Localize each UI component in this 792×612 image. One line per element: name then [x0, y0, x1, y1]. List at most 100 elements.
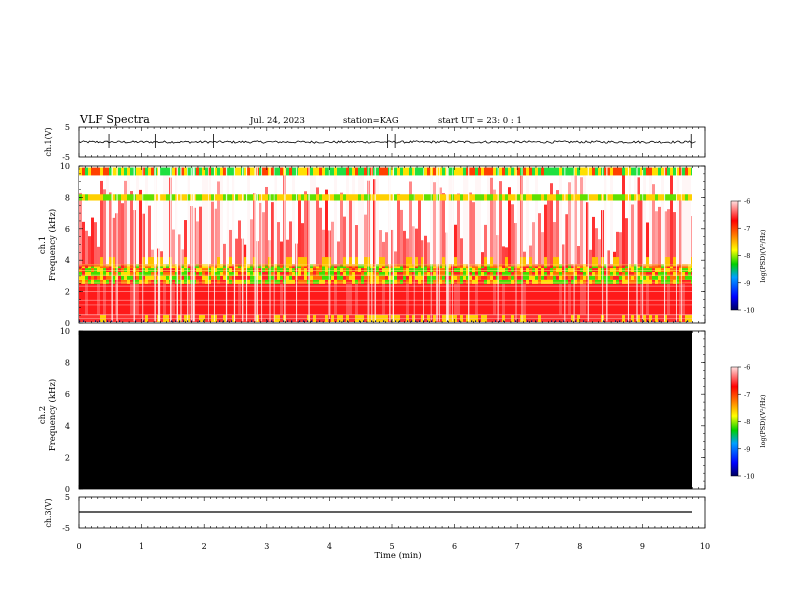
spectrogram-cell	[160, 194, 163, 201]
spectrogram-cell	[691, 257, 692, 267]
spectrogram-cell	[376, 283, 379, 316]
spectrogram-cell	[136, 271, 139, 276]
spectrogram-cell	[202, 268, 205, 272]
spectrogram-cell	[166, 194, 169, 201]
spectrogram-cell	[409, 167, 412, 176]
spectrogram-cell	[286, 275, 289, 280]
spectrogram-cell	[166, 167, 169, 176]
figure-header: VLF Spectra Jul. 24, 2023 station=KAG st…	[79, 113, 522, 126]
spectrogram-cell	[142, 268, 145, 272]
spectrogram-cell	[187, 194, 190, 201]
spectrogram-cell	[361, 264, 364, 269]
spectrogram-cell	[349, 167, 352, 176]
spectrogram-cell	[316, 283, 319, 316]
spectrogram-cell	[172, 167, 175, 176]
spectrogram-cell	[676, 172, 679, 267]
spectrogram-cell	[484, 279, 487, 284]
spectrogram-cell	[109, 268, 112, 272]
spectrogram-cell	[136, 167, 139, 176]
spectrogram-cell	[520, 279, 523, 284]
spectrogram-cell	[175, 283, 178, 316]
spectrogram-cell	[247, 279, 250, 284]
spectrogram-cell	[130, 271, 133, 276]
spectrogram-cell	[100, 194, 103, 201]
spectrogram-cell	[460, 238, 463, 267]
spectrogram-cell	[511, 315, 514, 322]
spectrogram-cell	[517, 279, 520, 284]
spectrogram-cell	[232, 279, 235, 284]
spectrogram-baseline-mark	[79, 320, 81, 322]
spectrogram-cell	[439, 194, 442, 201]
spectrogram-cell	[262, 167, 265, 176]
spectrogram-cell	[619, 232, 622, 267]
spectrogram-cell	[316, 315, 319, 322]
spectrogram-baseline-mark	[251, 320, 253, 322]
spectrogram-cell	[604, 194, 607, 201]
spectrogram-cell	[670, 271, 673, 276]
spectrogram-cell	[91, 217, 94, 267]
spectrogram-cell	[385, 279, 388, 284]
spectrogram-cell	[175, 167, 178, 176]
spectrogram-cell	[82, 279, 85, 284]
spectrogram-cell	[127, 271, 130, 276]
spectrogram-cell	[487, 264, 490, 269]
spectrogram-cell	[613, 279, 616, 284]
spectrogram-cell	[637, 194, 640, 201]
spectrogram-cell	[289, 271, 292, 276]
freq-tick-label: 0	[65, 319, 70, 328]
spectrogram-cell	[541, 275, 544, 280]
spectrogram-cell	[145, 315, 148, 322]
spectrogram-cell	[604, 167, 607, 176]
spectrogram-cell	[97, 275, 100, 280]
spectrogram-cell	[517, 172, 520, 267]
spectrogram-cell	[511, 204, 514, 267]
spectrogram-baseline-mark	[359, 320, 361, 322]
spectrogram-cell	[379, 194, 382, 201]
spectrogram-cell	[406, 194, 409, 201]
spectrogram-cell	[151, 275, 154, 280]
spectrogram-cell	[622, 275, 625, 280]
spectrogram-cell	[382, 257, 385, 267]
spectrogram-cell	[343, 271, 346, 276]
spectrogram-cell	[349, 279, 352, 284]
spectrogram-cell	[583, 279, 586, 284]
spectrogram-cell	[616, 231, 619, 267]
spectrogram-cell	[277, 194, 280, 201]
spectrogram-cell	[628, 172, 631, 267]
spectrogram-cell	[100, 257, 103, 267]
spectrogram-cell	[151, 194, 154, 201]
spectrogram-cell	[571, 194, 574, 201]
spectrogram-cell	[415, 167, 418, 176]
spectrogram-cell	[358, 194, 361, 201]
spectrogram-cell	[682, 167, 685, 176]
spectrogram-cell	[493, 268, 496, 272]
spectrogram-cell	[550, 279, 553, 284]
freq-tick-label: 0	[65, 485, 70, 494]
spectrogram-cell	[607, 279, 610, 284]
spectrogram-cell	[526, 268, 529, 272]
spectrogram-cell	[229, 268, 232, 272]
spectrogram-cell	[211, 315, 214, 322]
spectrogram-cell	[679, 167, 682, 176]
spectrogram-cell	[514, 275, 517, 280]
spectrogram-cell	[277, 271, 280, 276]
spectrogram-cell	[418, 275, 421, 280]
spectrogram-cell	[490, 194, 493, 201]
spectrogram-cell	[151, 268, 154, 272]
spectrogram-cell	[442, 257, 445, 267]
spectrogram-cell	[556, 268, 559, 272]
ch3-ytick-neg5: -5	[62, 524, 70, 533]
spectrogram-cell	[688, 167, 691, 176]
spectrogram-cell	[412, 268, 415, 272]
spectrogram-baseline-mark	[687, 320, 689, 322]
spectrogram-cell	[634, 172, 637, 267]
spectrogram-cell	[136, 315, 139, 322]
spectrogram-cell	[457, 271, 460, 276]
spectrogram-cell	[562, 167, 565, 176]
spectrogram-cell	[580, 315, 583, 322]
spectrogram-cell	[529, 271, 532, 276]
spectrogram-cell	[268, 315, 271, 322]
spectrogram-cell	[337, 194, 340, 201]
freq-tick-label: 6	[65, 390, 70, 399]
spectrogram-cell	[562, 268, 565, 272]
